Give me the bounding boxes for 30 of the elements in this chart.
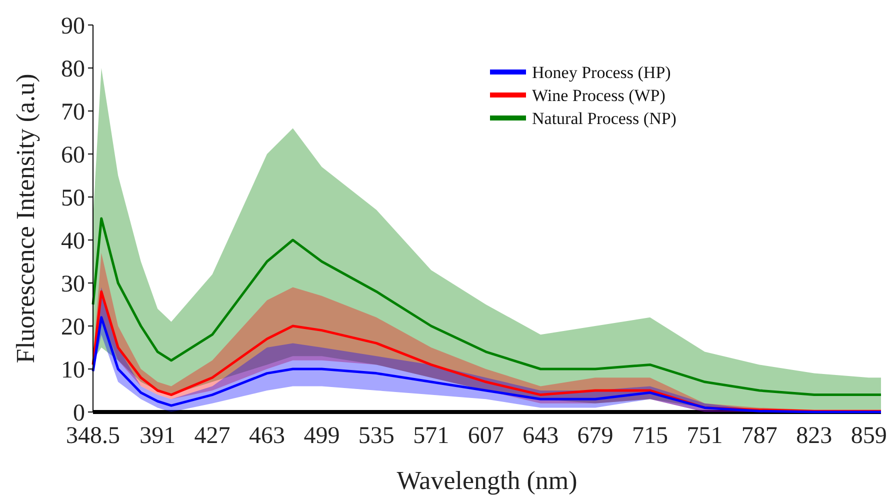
x-tick-label: 607 <box>468 423 504 449</box>
y-tick-label: 40 <box>61 228 85 254</box>
legend-label: Natural Process (NP) <box>532 108 676 128</box>
y-tick-label: 60 <box>61 142 85 168</box>
x-tick-label: 499 <box>304 423 340 449</box>
x-tick-label: 751 <box>686 423 723 449</box>
x-tick-label: 859 <box>850 423 887 449</box>
y-tick-label: 30 <box>61 271 85 298</box>
x-tick-label: 463 <box>249 423 286 449</box>
y-tick-label: 70 <box>61 99 85 126</box>
x-tick-label: 427 <box>194 423 230 449</box>
x-tick-label: 823 <box>796 423 832 449</box>
y-tick-label: 10 <box>61 357 85 384</box>
legend-label: Wine Process (WP) <box>532 86 666 105</box>
x-tick-label: 679 <box>577 423 614 449</box>
y-axis-title: Fluorescence Intensity (a.u) <box>11 74 40 364</box>
x-tick-label: 391 <box>140 423 176 449</box>
y-tick-label: 20 <box>61 314 85 340</box>
y-tick-label: 80 <box>61 56 85 82</box>
x-tick-label: 787 <box>741 423 778 449</box>
line-series <box>92 217 882 396</box>
y-tick-label: 90 <box>61 13 85 40</box>
x-tick-label: 643 <box>522 423 559 449</box>
x-tick-label: 571 <box>413 423 450 449</box>
x-axis-title: Wavelength (nm) <box>396 466 578 495</box>
x-tick-label: 535 <box>358 423 394 449</box>
y-tick-label: 50 <box>61 185 85 212</box>
x-tick-label: 715 <box>632 423 668 449</box>
legend-label: Honey Process (HP) <box>532 62 671 82</box>
line-series <box>92 316 882 414</box>
